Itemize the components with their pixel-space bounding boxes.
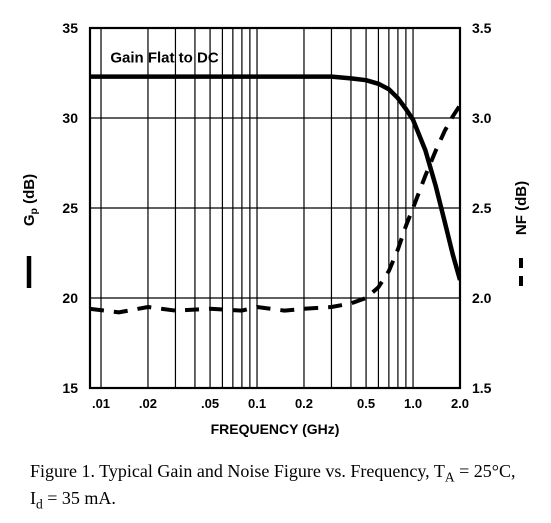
chart: .01 .02 .05 0.1 0.2 0.5 1.0 2.0 FREQUENCY (GHz) 1… bbox=[0, 0, 551, 460]
svg-text:NF (dB): NF (dB) bbox=[513, 181, 530, 235]
svg-text:FREQUENCY (GHz): FREQUENCY (GHz) bbox=[211, 421, 340, 437]
svg-text:3.5: 3.5 bbox=[472, 20, 492, 36]
svg-text:35: 35 bbox=[62, 20, 78, 36]
svg-text:0.2: 0.2 bbox=[295, 396, 313, 411]
svg-text:.02: .02 bbox=[139, 396, 157, 411]
svg-text:25: 25 bbox=[62, 200, 78, 216]
svg-text:Gain Flat to DC: Gain Flat to DC bbox=[110, 50, 219, 67]
svg-text:3.0: 3.0 bbox=[472, 110, 492, 126]
figure-container: .01 .02 .05 0.1 0.2 0.5 1.0 2.0 FREQUENCY (GHz) 1… bbox=[0, 0, 551, 523]
svg-text:.01: .01 bbox=[92, 396, 110, 411]
svg-text:2.5: 2.5 bbox=[472, 200, 492, 216]
svg-text:1.5: 1.5 bbox=[472, 380, 492, 396]
figure-caption: Figure 1. Typical Gain and Noise Figure … bbox=[30, 460, 531, 513]
svg-text:.05: .05 bbox=[201, 396, 219, 411]
svg-text:Gp (dB): Gp (dB) bbox=[21, 174, 40, 226]
svg-text:30: 30 bbox=[62, 110, 78, 126]
svg-text:2.0: 2.0 bbox=[451, 396, 469, 411]
svg-text:15: 15 bbox=[62, 380, 78, 396]
svg-text:0.1: 0.1 bbox=[248, 396, 266, 411]
svg-text:20: 20 bbox=[62, 290, 78, 306]
svg-text:1.0: 1.0 bbox=[404, 396, 422, 411]
svg-text:2.0: 2.0 bbox=[472, 290, 492, 306]
svg-text:0.5: 0.5 bbox=[357, 396, 375, 411]
